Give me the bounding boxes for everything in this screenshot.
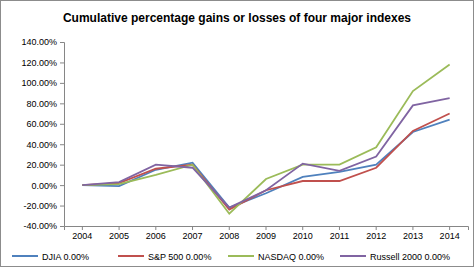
chart: Cumulative percentage gains or losses of… (0, 0, 474, 267)
y-tick-label: 40.00% (26, 140, 57, 150)
legend-swatch (12, 255, 38, 257)
y-tick-label: 20.00% (26, 160, 57, 170)
x-tick-mark (119, 226, 120, 230)
legend-label: DJIA 0.00% (42, 252, 89, 262)
x-tick-label: 2014 (440, 231, 460, 241)
y-tick: 0.00% (31, 180, 64, 190)
x-tick: 2010 (293, 226, 313, 241)
y-axis-line (60, 43, 65, 227)
x-tick-mark (82, 226, 83, 230)
x-tick-mark (229, 226, 230, 230)
y-tick-mark (60, 83, 64, 84)
y-tick: 80.00% (26, 99, 64, 109)
legend-swatch (340, 255, 366, 257)
y-tick-mark (60, 165, 64, 166)
y-tick: -20.00% (23, 201, 64, 211)
y-tick: 20.00% (26, 160, 64, 170)
x-axis-line (65, 227, 469, 231)
x-tick-label: 2005 (109, 231, 129, 241)
x-tick-mark (449, 226, 450, 230)
legend-swatch (118, 255, 144, 257)
y-tick-mark (60, 42, 64, 43)
x-tick: 2005 (109, 226, 129, 241)
x-tick-mark (412, 226, 413, 230)
y-tick: 120.00% (21, 58, 64, 68)
y-tick-mark (60, 103, 64, 104)
x-tick: 2008 (219, 226, 239, 241)
x-tick-label: 2011 (330, 231, 349, 241)
y-tick: 60.00% (26, 119, 64, 129)
legend-label: Russell 2000 0.00% (370, 252, 450, 262)
y-tick-mark (60, 185, 64, 186)
x-tick: 2011 (330, 226, 349, 241)
legend-label: NASDAQ 0.00% (258, 252, 324, 262)
y-tick-label: 140.00% (21, 37, 57, 47)
legend-label: S&P 500 0.00% (148, 252, 211, 262)
lines (82, 64, 449, 213)
y-tick: -40.00% (23, 221, 64, 231)
x-tick-mark (302, 226, 303, 230)
y-tick-label: 80.00% (26, 99, 57, 109)
x-tick: 2012 (366, 226, 386, 241)
series-line (82, 64, 449, 213)
x-tick-label: 2009 (256, 231, 276, 241)
x-tick-mark (376, 226, 377, 230)
y-tick-label: -40.00% (23, 221, 57, 231)
x-tick-mark (192, 226, 193, 230)
y-tick: 100.00% (21, 78, 64, 88)
x-tick: 2006 (146, 226, 166, 241)
x-tick-label: 2010 (293, 231, 313, 241)
x-tick: 2007 (183, 226, 203, 241)
y-tick: 140.00% (21, 37, 64, 47)
x-tick: 2004 (72, 226, 92, 241)
chart-frame (1, 1, 474, 267)
x-tick-label: 2008 (219, 231, 239, 241)
y-tick-label: 100.00% (21, 78, 57, 88)
series-line (82, 98, 449, 207)
x-axis: 2004 2005 2006 2007 2008 2009 2010 2011 2012 2013… (65, 226, 469, 241)
x-tick: 2013 (403, 226, 423, 241)
x-tick-mark (266, 226, 267, 230)
x-tick: 2014 (440, 226, 460, 241)
title: Cumulative percentage gains or losses of… (63, 11, 411, 25)
x-tick-label: 2012 (366, 231, 386, 241)
y-tick-mark (60, 206, 64, 207)
legend: DJIA 0.00% S&P 500 0.00% NASDAQ 0.00% Russe… (12, 252, 450, 262)
y-tick-label: 0.00% (31, 180, 57, 190)
series-line (82, 120, 449, 208)
x-tick-mark (155, 226, 156, 230)
x-tick-mark (339, 226, 340, 230)
y-axis: -40.00% -20.00% 0.00% 20.00% 40.00% 60.00% 80.… (21, 37, 64, 231)
y-tick-mark (60, 144, 64, 145)
y-tick: 40.00% (26, 140, 64, 150)
y-tick-label: -20.00% (23, 201, 57, 211)
y-tick-label: 60.00% (26, 119, 57, 129)
series-line (82, 114, 449, 210)
x-tick-label: 2004 (72, 231, 92, 241)
y-tick-label: 120.00% (21, 58, 57, 68)
legend-swatch (228, 255, 254, 257)
x-tick-label: 2006 (146, 231, 166, 241)
x-tick-label: 2013 (403, 231, 423, 241)
y-tick-mark (60, 124, 64, 125)
y-tick-mark (60, 62, 64, 63)
x-tick-label: 2007 (183, 231, 203, 241)
x-tick: 2009 (256, 226, 276, 241)
y-tick-mark (60, 226, 64, 227)
